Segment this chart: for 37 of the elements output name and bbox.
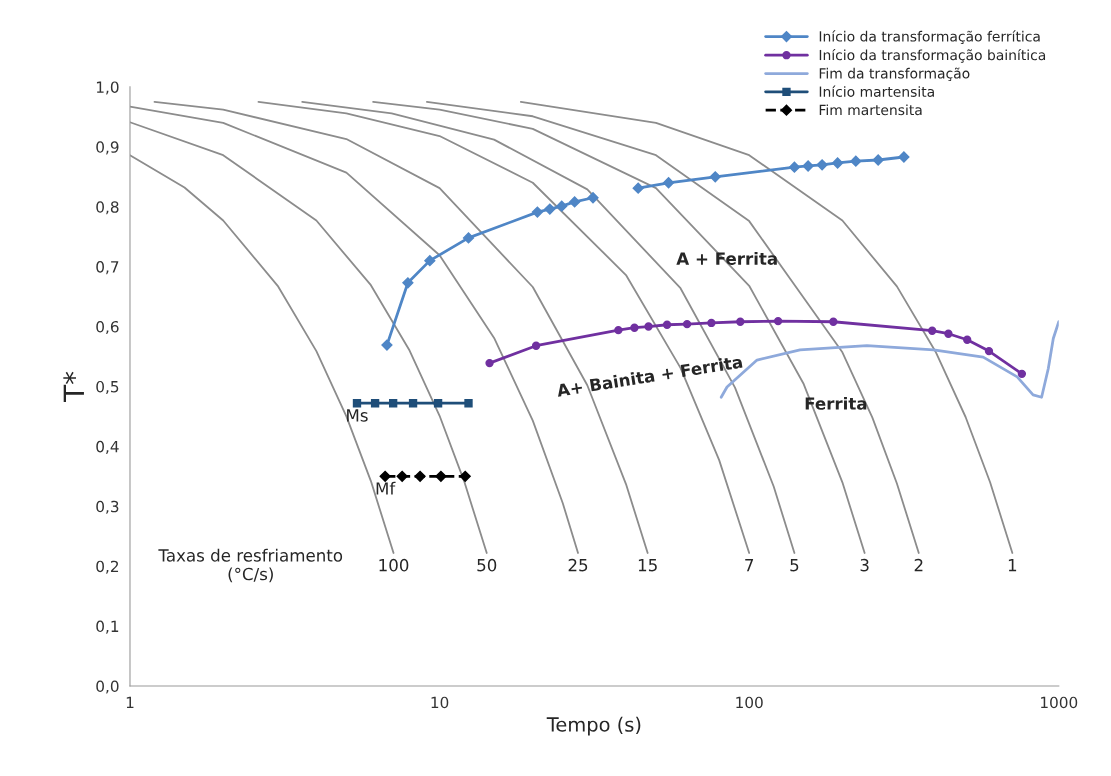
y-tick-label: 0,9 bbox=[96, 141, 119, 155]
annotation: 5 bbox=[790, 559, 799, 572]
annotation: 100 bbox=[379, 558, 409, 572]
annotation: 7 bbox=[745, 559, 754, 572]
y-tick-label: 0,8 bbox=[96, 201, 119, 215]
annotation: A+ Bainita + Ferrita bbox=[556, 354, 743, 397]
y-tick-label: 0,7 bbox=[96, 261, 119, 275]
legend-label: Início martensita bbox=[819, 85, 934, 97]
y-tick-label: 0,3 bbox=[96, 500, 119, 514]
annotation: 1 bbox=[1008, 559, 1017, 572]
annotation: Ferrita bbox=[805, 396, 867, 410]
x-tick-label: 10 bbox=[431, 696, 449, 709]
annotation: A + Ferrita bbox=[676, 251, 777, 265]
annotation: 25 bbox=[568, 558, 588, 572]
annotation: Mf bbox=[376, 481, 396, 495]
y-tick-label: 0,6 bbox=[96, 321, 119, 335]
annotation: 50 bbox=[477, 558, 497, 572]
legend-label: Fim martensita bbox=[819, 104, 922, 116]
annotation: Taxas de resfriamento (°C/s) bbox=[158, 548, 343, 583]
x-tick-label: 1000 bbox=[1041, 696, 1078, 709]
annotation: 3 bbox=[860, 558, 869, 572]
y-tick-label: 0,5 bbox=[96, 380, 119, 395]
y-tick-label: 1,0 bbox=[96, 81, 119, 95]
legend-label: Início da transformação ferrítica bbox=[819, 30, 1040, 45]
annotation: 15 bbox=[638, 559, 657, 572]
y-tick-label: 0,1 bbox=[96, 620, 119, 634]
legend-label: Início da transformação bainítica bbox=[819, 48, 1046, 63]
x-axis-title: Tempo (s) bbox=[546, 716, 641, 736]
x-tick-label: 100 bbox=[736, 696, 763, 709]
y-tick-label: 0,0 bbox=[96, 680, 119, 694]
x-tick-label: 1 bbox=[126, 696, 134, 709]
y-axis-title: T* bbox=[63, 371, 84, 402]
y-tick-label: 0,2 bbox=[96, 560, 119, 574]
y-tick-label: 0,4 bbox=[96, 440, 119, 454]
annotation: 2 bbox=[914, 558, 923, 572]
annotation: Ms bbox=[347, 409, 368, 422]
legend-label: Fim da transformação bbox=[819, 67, 970, 82]
